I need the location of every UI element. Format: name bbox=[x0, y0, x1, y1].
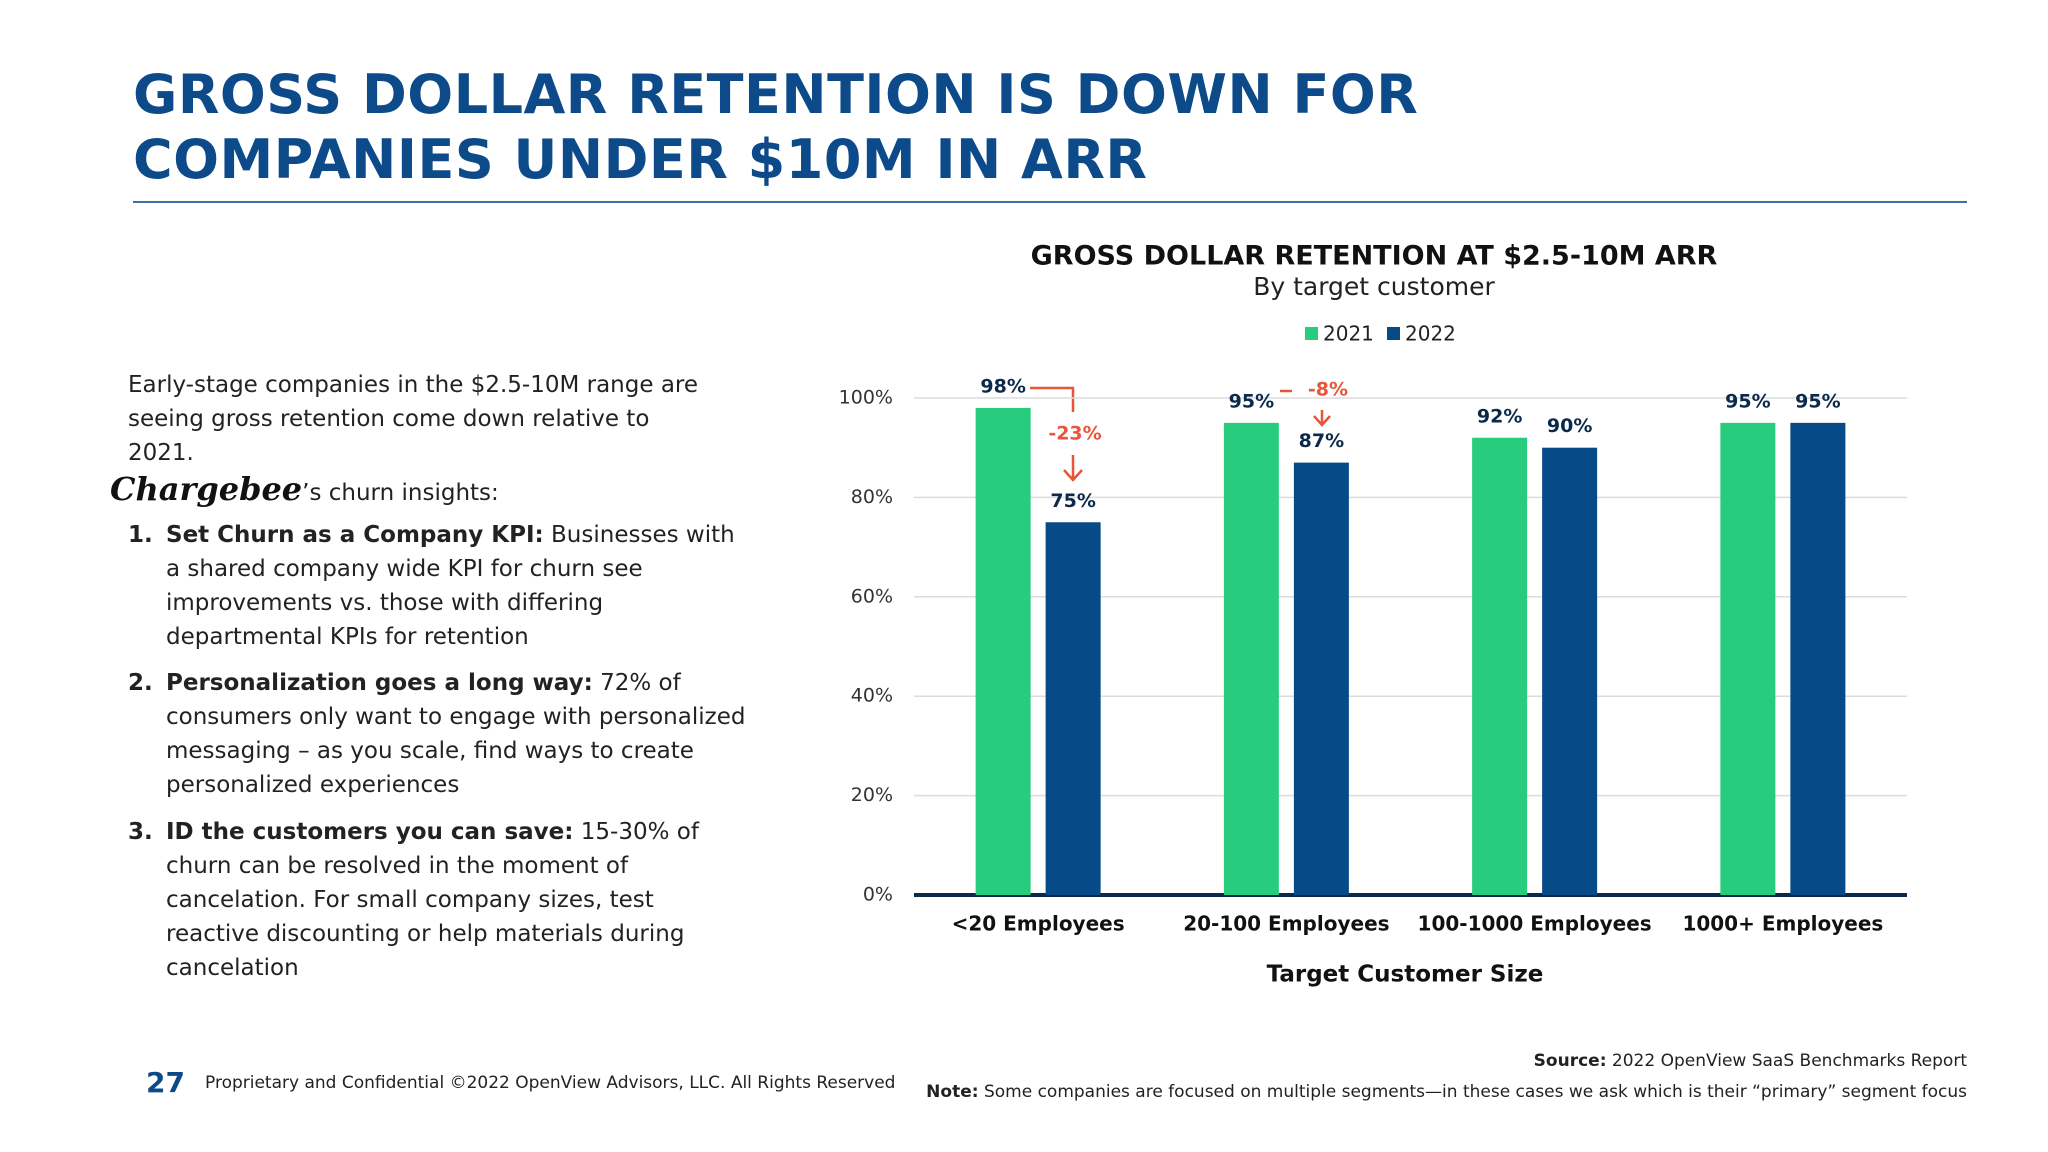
y-tick-label: 100% bbox=[839, 387, 893, 409]
source-text: 2022 OpenView SaaS Benchmarks Report bbox=[1611, 1051, 1967, 1071]
slide-title: GROSS DOLLAR RETENTION IS DOWN FOR COMPA… bbox=[133, 62, 1418, 192]
chart-subtitle: By target customer bbox=[1253, 272, 1495, 301]
item-text: Businesses with a shared company wide KP… bbox=[166, 522, 735, 650]
confidential: Proprietary and Confidential ©2022 OpenV… bbox=[205, 1073, 896, 1093]
legend-swatch bbox=[1305, 327, 1318, 340]
legend-label: 2021 bbox=[1323, 322, 1374, 346]
note-text: Some companies are focused on multiple s… bbox=[983, 1082, 1967, 1102]
item-number: 2. bbox=[128, 670, 153, 696]
item-text: 72% of consumers only want to engage wit… bbox=[166, 670, 746, 798]
intro: Early-stage companies in the $2.5-10M ra… bbox=[128, 372, 699, 466]
item-heading: Set Churn as a Company KPI: bbox=[166, 522, 544, 548]
source-label: Source: bbox=[1533, 1051, 1607, 1071]
x-axis-title: Target Customer Size bbox=[1267, 962, 1544, 988]
data-label: 95% bbox=[1725, 390, 1770, 412]
title-line: COMPANIES UNDER $10M IN ARR bbox=[133, 128, 1148, 191]
chart-title: GROSS DOLLAR RETENTION AT $2.5-10M ARR bbox=[1031, 241, 1718, 272]
y-tick-label: 40% bbox=[851, 685, 893, 707]
brand-logo: Chargebee bbox=[110, 470, 303, 508]
bar bbox=[1790, 422, 1846, 895]
insight: 3. ID the customers you can save: 15-30% … bbox=[128, 815, 748, 985]
annotation: -8% bbox=[1308, 379, 1348, 401]
annotation: -23% bbox=[1048, 423, 1101, 445]
item-number: 3. bbox=[128, 819, 153, 845]
insight: 2. Personalization goes a long way: 72% o… bbox=[128, 666, 748, 802]
x-tick-label: <20 Employees bbox=[952, 912, 1125, 936]
bar bbox=[1293, 462, 1349, 895]
data-label: 92% bbox=[1477, 405, 1522, 427]
annotation-arrows bbox=[1030, 386, 1331, 482]
data-label: 75% bbox=[1050, 490, 1095, 512]
lead-text: ’s churn insights: bbox=[302, 480, 499, 506]
source: Source: 2022 OpenView SaaS Benchmarks Re… bbox=[1534, 1051, 1967, 1071]
legend-swatch bbox=[1387, 327, 1400, 340]
arrow-head bbox=[1063, 469, 1083, 482]
x-tick-label: 20-100 Employees bbox=[1183, 912, 1389, 936]
data-label: 95% bbox=[1229, 390, 1274, 412]
bar bbox=[975, 407, 1031, 895]
item-heading: Personalization goes a long way: bbox=[166, 670, 593, 696]
x-tick-label: 100-1000 Employees bbox=[1418, 912, 1652, 936]
arrow-line bbox=[1030, 386, 1075, 412]
divider bbox=[133, 201, 1967, 203]
y-tick-label: 0% bbox=[863, 884, 893, 906]
y-tick-label: 60% bbox=[851, 585, 893, 607]
bar bbox=[1542, 447, 1598, 895]
data-label: 87% bbox=[1299, 430, 1344, 452]
bar bbox=[1223, 422, 1279, 895]
data-label: 98% bbox=[980, 375, 1025, 397]
bar bbox=[1472, 437, 1528, 895]
insight: 1. Set Churn as a Company KPI: Businesses… bbox=[128, 518, 748, 654]
note: Note: Some companies are focused on mult… bbox=[926, 1082, 1967, 1102]
item-text: 15-30% of churn can be resolved in the m… bbox=[166, 819, 699, 981]
page-number: 27 bbox=[146, 1066, 185, 1099]
data-label: 95% bbox=[1795, 390, 1840, 412]
item-number: 1. bbox=[128, 522, 153, 548]
bar bbox=[1045, 522, 1101, 895]
insights-lead: Chargebee’s churn insights: bbox=[110, 470, 499, 508]
title-line: GROSS DOLLAR RETENTION IS DOWN FOR bbox=[133, 63, 1419, 126]
item-heading: ID the customers you can save: bbox=[166, 819, 574, 845]
data-label: 90% bbox=[1547, 415, 1592, 437]
arrow-head bbox=[1313, 415, 1331, 427]
bar bbox=[1720, 422, 1776, 895]
y-tick-label: 80% bbox=[851, 486, 893, 508]
note-label: Note: bbox=[926, 1082, 979, 1102]
x-tick-label: 1000+ Employees bbox=[1682, 912, 1883, 936]
legend-label: 2022 bbox=[1405, 322, 1456, 346]
y-tick-label: 20% bbox=[851, 784, 893, 806]
